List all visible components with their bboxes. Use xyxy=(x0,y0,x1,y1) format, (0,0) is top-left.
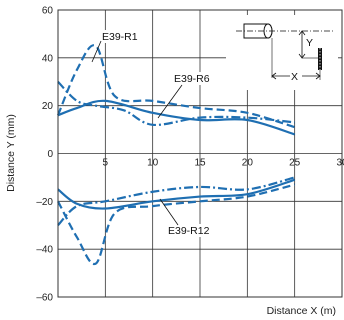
annotation-e39-r12-label: E39-R12 xyxy=(168,225,210,237)
sensor-setup-diagram: Y X xyxy=(226,15,338,90)
x-tick-label: 20 xyxy=(242,158,254,169)
y-tick-label: –20 xyxy=(36,197,53,208)
series-line-e39-r12 xyxy=(57,99,295,136)
inset-x-label: X xyxy=(291,71,298,83)
y-tick-label: 0 xyxy=(47,149,53,160)
annotation-e39-r1-leader xyxy=(91,40,102,63)
y-tick-label: 20 xyxy=(42,101,54,112)
x-axis-title: Distance X (m) xyxy=(267,305,336,317)
x-tick-label: 10 xyxy=(147,158,159,169)
inset-y-label: Y xyxy=(306,37,313,49)
annotation-e39-r1-label: E39-R1 xyxy=(102,31,138,43)
y-tick-label: –40 xyxy=(36,245,53,256)
x-tick-label: 5 xyxy=(103,158,109,169)
plot-frame xyxy=(57,9,343,298)
annotation-e39-r6-leader xyxy=(157,84,183,119)
x-arrow-left xyxy=(271,72,277,80)
target-plate xyxy=(318,48,322,70)
y-axis-title: Distance Y (mm) xyxy=(5,114,17,192)
y-tick-label: 40 xyxy=(42,53,54,64)
series-line-e39-r6 xyxy=(57,80,295,126)
y-arrow-top xyxy=(298,30,306,36)
series-line-e39-r1 xyxy=(56,44,295,129)
x-tick-label: 15 xyxy=(194,158,206,169)
tick-labels: 60 40 20 0 –20 –40 –60 5 10 15 20 25 30 xyxy=(36,6,344,304)
x-tick-label: 25 xyxy=(289,158,301,169)
x-arrow-right xyxy=(315,72,321,80)
series-lines xyxy=(56,44,295,266)
series-line-e39-r1 xyxy=(57,183,295,266)
annotation-e39-r6-label: E39-R6 xyxy=(174,73,210,85)
x-tick-label: 30 xyxy=(336,158,344,169)
annotation-e39-r12: E39-R12 xyxy=(159,198,218,237)
annotation-e39-r6: E39-R6 xyxy=(157,72,216,119)
y-tick-label: –60 xyxy=(36,293,53,304)
y-tick-label: 60 xyxy=(42,6,54,17)
annotation-e39-r1: E39-R1 xyxy=(91,30,144,63)
series-line-e39-r12 xyxy=(57,178,295,210)
annotation-e39-r12-leader xyxy=(159,198,179,226)
series-line-e39-r6 xyxy=(57,176,295,227)
